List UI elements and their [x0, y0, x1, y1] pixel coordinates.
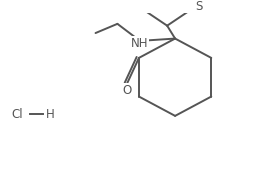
Text: S: S — [195, 0, 202, 13]
Text: H: H — [46, 108, 55, 121]
Text: Cl: Cl — [12, 108, 23, 121]
Text: NH: NH — [131, 37, 148, 50]
Text: O: O — [122, 84, 132, 97]
